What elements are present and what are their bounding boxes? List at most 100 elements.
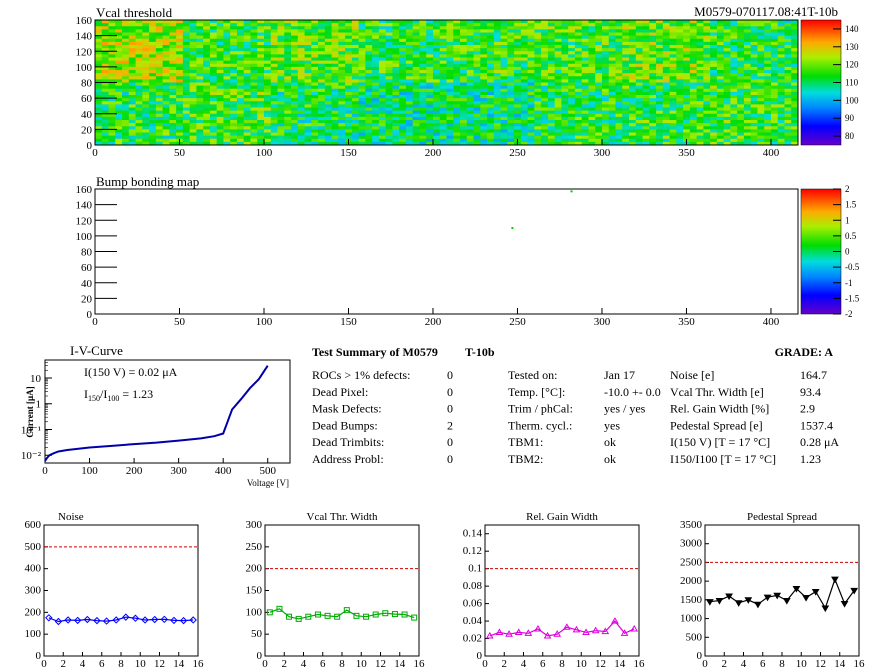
heatmap-cell [656,51,664,55]
heatmap-cell [101,107,109,112]
heatmap-cell [399,88,407,93]
iv-x-tick-label: 200 [126,465,143,477]
heatmap-cell [284,95,292,99]
heatmap-cell [466,116,474,121]
heatmap-cell [331,79,339,83]
heatmap-cell [209,63,218,68]
heatmap-cell [223,32,231,37]
heatmap-cell [635,73,643,77]
heatmap-cell [236,98,245,102]
heatmap-cell [608,120,616,124]
heatmap-cell [223,54,231,58]
heatmap-cell [169,110,177,115]
heatmap-cell [703,116,711,121]
heatmap-cell [291,104,299,108]
heatmap-cell [568,70,576,74]
heatmap-cell [791,29,799,33]
heatmap-cell [270,95,278,99]
heatmap-cell [716,123,725,127]
heatmap-cell [466,38,474,43]
heatmap-cell [277,104,285,108]
heatmap-cell [311,91,319,96]
heatmap-cell [743,70,752,74]
heatmap-cell [710,57,718,62]
heatmap-cell [784,70,792,74]
heatmap-cell [568,76,576,80]
heatmap-cell [331,41,339,46]
heatmap-cell [311,35,319,40]
heatmap-cell [392,23,400,27]
heatmap-cell [263,132,272,137]
heatmap-cell [149,38,157,43]
iv-y-tick-label: 10⁻² [21,450,42,462]
heatmap-cell [743,45,752,49]
heatmap-cell [662,126,670,130]
heatmap-cell [568,138,576,143]
heatmap-cell [169,104,177,108]
heatmap-cell [284,101,292,105]
heatmap-cell [520,129,529,133]
heatmap-cell [223,79,231,83]
heatmap-cell [122,116,130,121]
heatmap-cell [581,110,589,115]
heatmap-cell [696,95,704,99]
series-line [709,577,855,610]
heatmap-cell [541,95,549,99]
heatmap-cell [689,138,698,143]
heatmap-cell [412,54,420,58]
heatmap-cell [345,82,353,87]
heatmap-cell [676,120,684,124]
heatmap-cell [743,63,752,68]
heatmap-cell [446,95,454,99]
heatmap-cell [223,66,231,71]
heatmap-cell [446,63,454,68]
heatmap-cell [622,120,630,124]
heatmap-cell [122,123,130,127]
heatmap-cell [730,132,738,137]
heatmap-cell [750,132,758,137]
heatmap-cell [453,70,461,74]
heatmap-cell [372,132,380,137]
heatmap-cell [95,35,103,40]
heatmap-cell [236,123,245,127]
heatmap-cell [223,135,231,140]
heatmap-cell [514,85,522,90]
x-tick-label: 350 [678,147,695,159]
heatmap-cell [419,41,427,46]
iv-y-tick-label: 10 [30,373,42,385]
heatmap-cell [629,104,637,108]
heatmap-cell [243,138,251,143]
heatmap-cell [378,98,387,102]
heatmap-cell [230,76,238,80]
heatmap-cell [405,26,414,30]
heatmap-cell [338,26,346,30]
heatmap-cell [541,79,549,83]
heatmap-cell [493,63,501,68]
heatmap-cell [480,132,488,137]
heatmap-cell [189,101,197,105]
heatmap-cell [108,126,116,130]
heatmap-cell [622,63,630,68]
heatmap-cell [480,82,488,87]
heatmap-cell [743,88,752,93]
heatmap-cell [426,132,434,137]
heatmap-cell [149,138,157,143]
heatmap-cell [689,95,698,99]
y-tick-label: 2500 [680,556,703,568]
heatmap-cell [453,88,461,93]
heatmap-cell [128,104,136,108]
heatmap-cell [662,82,670,87]
heatmap-cell [764,126,772,130]
heatmap-cell [514,60,522,65]
heatmap-cell [676,110,684,115]
heatmap-cell [595,73,603,77]
heatmap-cell [209,70,218,74]
heatmap-cell [108,60,116,65]
heatmap-cell [676,107,684,112]
heatmap-cell [703,95,711,99]
heatmap-cell [236,38,245,43]
heatmap-cell [561,141,569,146]
heatmap-cell [622,29,630,33]
heatmap-cell [378,95,387,99]
heatmap-cell [324,32,332,37]
